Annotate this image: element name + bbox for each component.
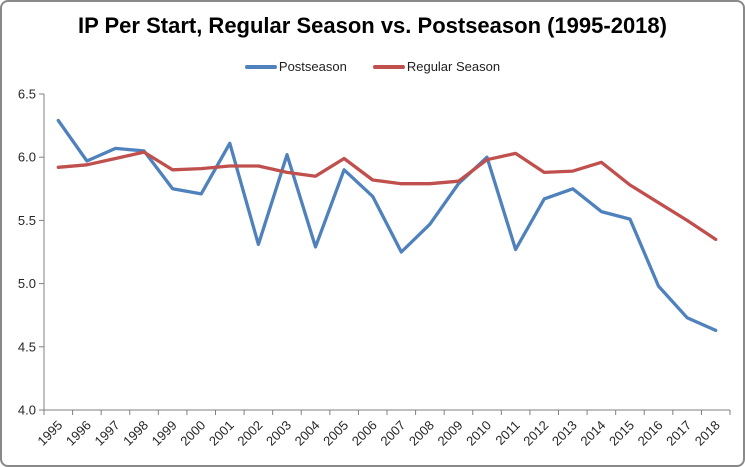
series-line-postseason [56, 118, 718, 333]
legend-item-postseason: Postseason [244, 59, 347, 74]
y-tick-label: 5.0 [18, 276, 36, 291]
x-tick-label: 2009 [435, 418, 466, 449]
series-line-regular-season [56, 150, 718, 242]
x-tick-label: 2001 [206, 418, 237, 449]
y-tick-label: 6.0 [18, 150, 36, 165]
x-tick-label: 1995 [34, 418, 65, 449]
x-tick-label: 2015 [606, 418, 637, 449]
x-tick-label: 2002 [234, 418, 265, 449]
y-tick-label: 4.0 [18, 403, 36, 418]
legend-item-regular-season: Regular Season [372, 59, 501, 74]
x-tick-label: 2006 [349, 418, 380, 449]
x-tick-label: 2007 [377, 418, 408, 449]
x-tick-label: 2008 [406, 418, 437, 449]
legend: Postseason Regular Season [2, 59, 743, 74]
x-tick-label: 2005 [320, 418, 351, 449]
x-tick-label: 2003 [263, 418, 294, 449]
x-tick-label: 2013 [549, 418, 580, 449]
legend-label-regular-season: Regular Season [406, 59, 501, 74]
x-tick-label: 2000 [177, 418, 208, 449]
x-tick-label: 2010 [463, 418, 494, 449]
y-tick-label: 5.5 [18, 213, 36, 228]
x-tick-label: 2014 [577, 418, 608, 449]
x-tick-label: 1997 [92, 418, 123, 449]
postseason-line-swatch [244, 64, 277, 69]
legend-label-postseason: Postseason [278, 59, 347, 74]
y-tick-label: 6.5 [18, 87, 36, 102]
x-tick-label: 1996 [63, 418, 94, 449]
x-tick-label: 2004 [292, 418, 323, 449]
y-tick-label: 4.5 [18, 339, 36, 354]
regular-season-line-swatch [372, 64, 405, 69]
x-tick-label: 1998 [120, 418, 151, 449]
x-tick-label: 2011 [492, 418, 522, 448]
x-tick-label: 2016 [635, 418, 666, 449]
x-tick-label: 1999 [149, 418, 180, 449]
x-tick-label: 2017 [663, 418, 694, 449]
x-tick-label: 2012 [520, 418, 551, 449]
chart-title: IP Per Start, Regular Season vs. Postsea… [78, 13, 667, 38]
x-tick-label: 2018 [692, 418, 723, 449]
